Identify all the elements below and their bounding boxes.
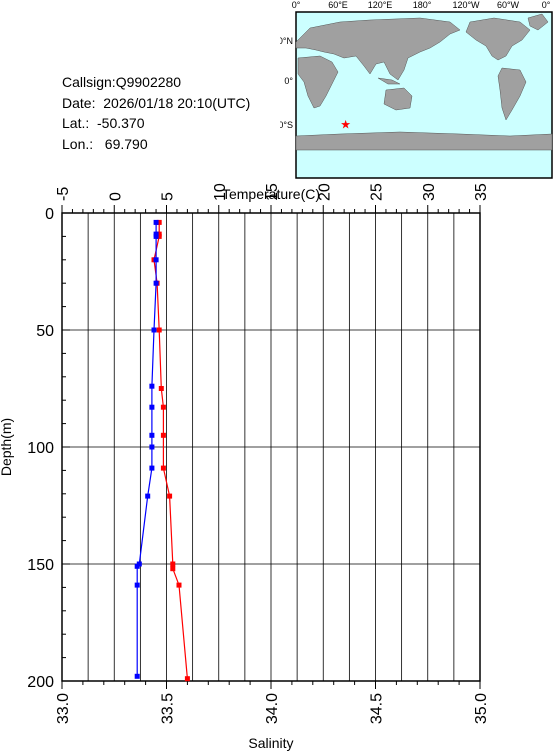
temperature-point [160,404,166,410]
temperature-tick-label: 0 [107,192,124,201]
map-lon-label-1: 60°E [328,0,348,10]
salinity-point [153,231,159,237]
temperature-point [160,465,166,471]
callsign-text: Callsign:Q9902280 [62,74,182,90]
salinity-point [149,404,155,410]
depth-tick-label: 150 [27,557,54,574]
salinity-line [136,222,157,677]
map-lon-label-6: 0° [542,0,551,10]
temperature-point [170,561,176,567]
salinity-point [134,673,140,679]
map-lon-label-0: 0° [292,0,301,10]
temperature-point [158,386,164,391]
temperature-point [156,233,162,239]
land-australia [383,87,413,111]
salinity-point [136,561,142,567]
longitude-text: Lon.: 69.790 [62,135,148,152]
station-info: Callsign:Q9902280 Date: 2026/01/18 20:10… [62,72,250,154]
land-greenland [527,13,549,31]
depth-tick-label: 200 [27,674,54,691]
map-lat-label-0: 60°N [280,36,293,46]
salinity-point [134,563,140,569]
salinity-point [151,327,157,333]
land-north-america [465,17,531,61]
depth-tick-label: 50 [36,323,54,340]
map-lon-label-4: 120°W [452,0,480,10]
land-eurasia [295,17,461,81]
temperature-tick-label: 30 [421,183,438,201]
map-land [295,13,553,151]
depth-tick-label: 0 [45,206,54,223]
temperature-tick-label: 20 [316,183,333,201]
latitude-text: Lat.: -50.370 [62,115,145,131]
map-lon-label-3: 180° [413,0,432,10]
salinity-axis-label: Salinity [248,735,293,751]
temperature-point [170,566,176,572]
date-text: Date: 2026/01/18 20:10(UTC) [62,94,251,111]
temperature-tick-label: 5 [160,192,177,201]
temperature-tick-label: 25 [369,183,386,201]
salinity-point [134,582,140,588]
salinity-tick-label: 34.0 [264,693,281,724]
temperature-tick-label: 10 [212,183,229,201]
temperature-point [156,219,162,225]
plot-frame [61,212,481,682]
salinity-point [153,257,159,263]
world-map: 0° 60°E 120°E 180° 120°W 60°W 0° 60°N 0°… [280,0,553,179]
salinity-point [153,219,159,225]
chart-grid [61,212,481,682]
map-lon-label-5: 60°W [497,0,520,10]
temperature-point [184,676,190,682]
salinity-tick-label: 35.0 [473,693,490,724]
temperature-point [167,493,173,499]
temperature-point [151,257,157,263]
temperature-tick-label: -5 [55,187,72,201]
land-south-america [497,67,527,121]
salinity-tick-label: 33.5 [160,693,177,724]
map-lat-label-2: 60°S [280,120,293,130]
map-lat-label-1: 0° [284,76,293,86]
depth-axis-label: Depth(m) [0,418,14,476]
station-marker: ★ [340,117,351,131]
salinity-tick-label: 34.5 [369,693,386,724]
temperature-tick-label: 15 [264,183,281,201]
temperature-tick-label: 35 [473,183,490,201]
salinity-point [149,383,155,389]
chart-series [134,219,190,682]
temperature-axis-label: Temperature(C) [222,186,320,202]
temperature-point [160,432,166,438]
salinity-point [149,444,155,450]
temperature-point [154,280,160,286]
land-indonesia [377,77,401,85]
map-lon-label-2: 120°E [368,0,393,10]
salinity-point [153,280,159,286]
salinity-point [145,493,151,499]
salinity-point [149,432,155,438]
land-africa [297,55,339,109]
depth-tick-label: 100 [27,440,54,457]
salinity-tick-label: 33.0 [55,693,72,724]
temperature-point [156,231,162,237]
temperature-line [153,222,188,679]
temperature-point [156,327,162,333]
land-antarctica [295,131,553,151]
salinity-point [149,465,155,471]
salinity-point [153,233,159,239]
temperature-point [176,582,182,588]
